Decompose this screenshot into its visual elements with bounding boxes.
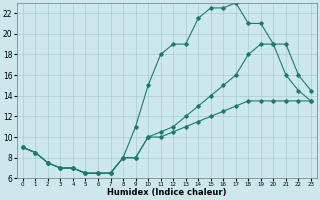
X-axis label: Humidex (Indice chaleur): Humidex (Indice chaleur) [107,188,227,197]
